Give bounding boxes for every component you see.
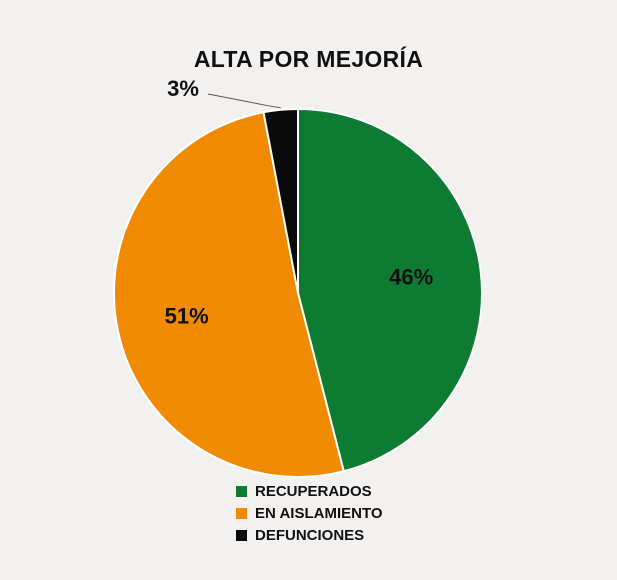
slice-data-label: 3% — [167, 76, 199, 101]
legend-label: RECUPERADOS — [255, 482, 372, 500]
legend-item-en-aislamiento: EN AISLAMIENTO — [236, 502, 383, 524]
legend-swatch — [236, 507, 247, 519]
leader-line — [207, 93, 281, 109]
legend-item-recuperados: RECUPERADOS — [236, 480, 383, 502]
slice-data-label: 46% — [389, 265, 433, 290]
legend-label: DEFUNCIONES — [255, 526, 365, 544]
legend-swatch — [236, 529, 247, 541]
slice-data-label: 51% — [165, 304, 209, 329]
legend-swatch — [236, 485, 247, 497]
chart-legend: RECUPERADOS EN AISLAMIENTO DEFUNCIONES — [236, 480, 383, 546]
legend-item-defunciones: DEFUNCIONES — [236, 524, 383, 546]
legend-label: EN AISLAMIENTO — [255, 504, 383, 522]
pie-slice-recuperados — [297, 107, 483, 473]
pie-slice-en-aislamiento — [113, 111, 345, 478]
chart-title: ALTA POR MEJORÍA — [193, 46, 424, 72]
pie-slice-defunciones — [262, 107, 299, 294]
